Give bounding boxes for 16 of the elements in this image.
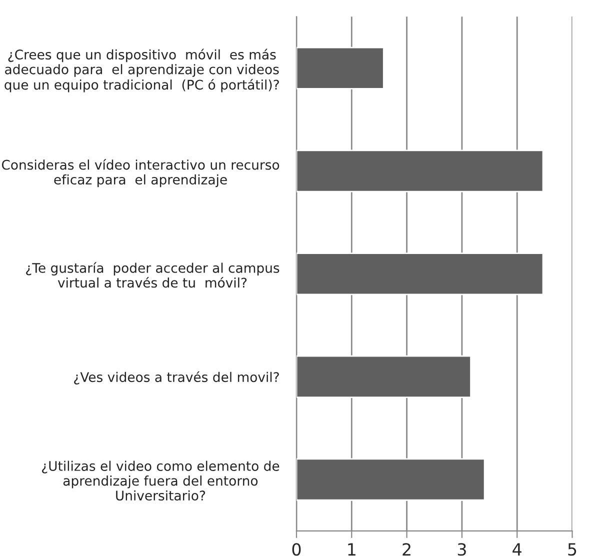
- x-tick-label: 0: [292, 543, 301, 556]
- bar: [296, 355, 472, 398]
- y-tick-label: ¿Te gustaría poder acceder al campus virtual a través de tu móvil?: [26, 262, 280, 288]
- x-tick-label: 4: [512, 543, 522, 556]
- x-tick-label: 3: [458, 543, 466, 556]
- y-tick-label: ¿Ves videos a través del movil?: [74, 371, 279, 384]
- x-tick-label: 1: [348, 543, 356, 556]
- bar: [296, 252, 544, 296]
- y-tick-label: Consideras el vídeo interactivo un recurso eficaz para el aprendizaje: [2, 159, 280, 188]
- bar: [296, 46, 384, 90]
- bar: [296, 458, 486, 501]
- y-tick-label: ¿Crees que un dispositivo móvil es más adecuado para el aprendizaje con videos que un equipo tradicional (PC ó portátil)?: [4, 48, 279, 92]
- x-tick-label: 5: [568, 543, 576, 556]
- x-tick-label: 2: [402, 543, 410, 556]
- bar: [296, 150, 544, 192]
- y-tick-label: ¿Utilizas el video como elemento de aprendizaje fuera del entorno Universitario?: [42, 460, 280, 501]
